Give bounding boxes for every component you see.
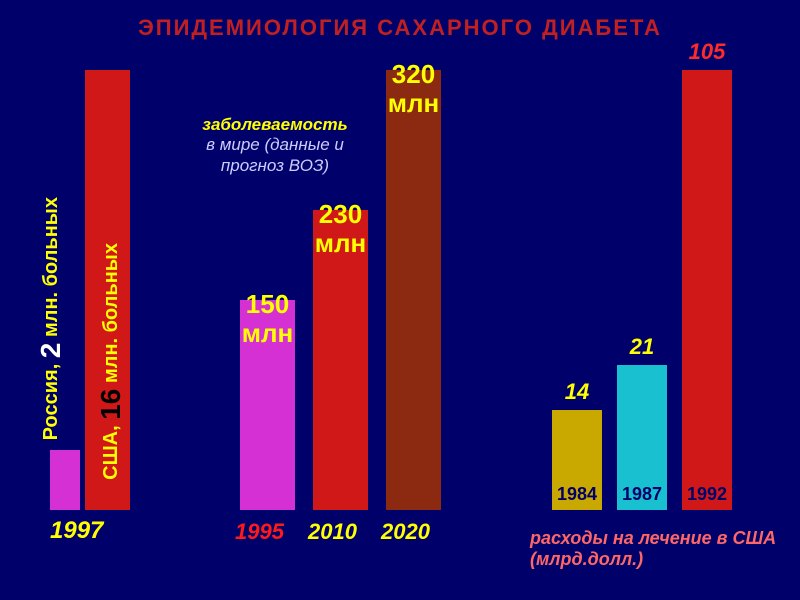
bar-russia-label: Россия, 2 млн. больных <box>35 197 67 440</box>
label-num: 2 <box>35 342 66 358</box>
year-1997: 1997 <box>50 517 103 545</box>
bar-1995-value: 150 млн <box>240 290 295 347</box>
bar-1987: 1987 <box>617 365 667 510</box>
year-1992: 1992 <box>682 484 732 505</box>
bar-1995: 150 млн <box>240 300 295 510</box>
year-2020: 2020 <box>381 519 430 545</box>
bar-russia <box>50 450 80 510</box>
bar-1992: 1992 <box>682 70 732 510</box>
label-pre: США, <box>100 420 122 480</box>
year-2010: 2010 <box>308 519 357 545</box>
value-1987: 21 <box>617 334 667 360</box>
bar-2010: 230 млн <box>313 210 368 510</box>
label-num: 16 <box>95 389 126 420</box>
sub-line2: в мире (данные и <box>206 135 344 154</box>
bar-2010-value: 230 млн <box>313 200 368 257</box>
group2-subtitle: заболеваемость в мире (данные и прогноз … <box>195 115 355 176</box>
sub-line3: прогноз ВОЗ) <box>221 156 329 175</box>
bar-usa-label: США, 16 млн. больных <box>95 243 127 480</box>
label-post: млн. больных <box>100 243 122 389</box>
bar-2020-value: 320 млн <box>386 60 441 117</box>
bar-1984: 1984 <box>552 410 602 510</box>
value-1984: 14 <box>552 379 602 405</box>
sub-line1: заболеваемость <box>202 115 347 134</box>
year-1995: 1995 <box>235 519 284 545</box>
chart-title: ЭПИДЕМИОЛОГИЯ САХАРНОГО ДИАБЕТА <box>0 15 800 41</box>
year-1984: 1984 <box>552 484 602 505</box>
value-1992: 105 <box>682 39 732 65</box>
bar-2020: 320 млн <box>386 70 441 510</box>
label-post: млн. больных <box>40 197 62 343</box>
label-pre: Россия, <box>40 358 62 440</box>
group3-caption: расходы на лечение в США (млрд.долл.) <box>530 528 790 570</box>
year-1987: 1987 <box>617 484 667 505</box>
